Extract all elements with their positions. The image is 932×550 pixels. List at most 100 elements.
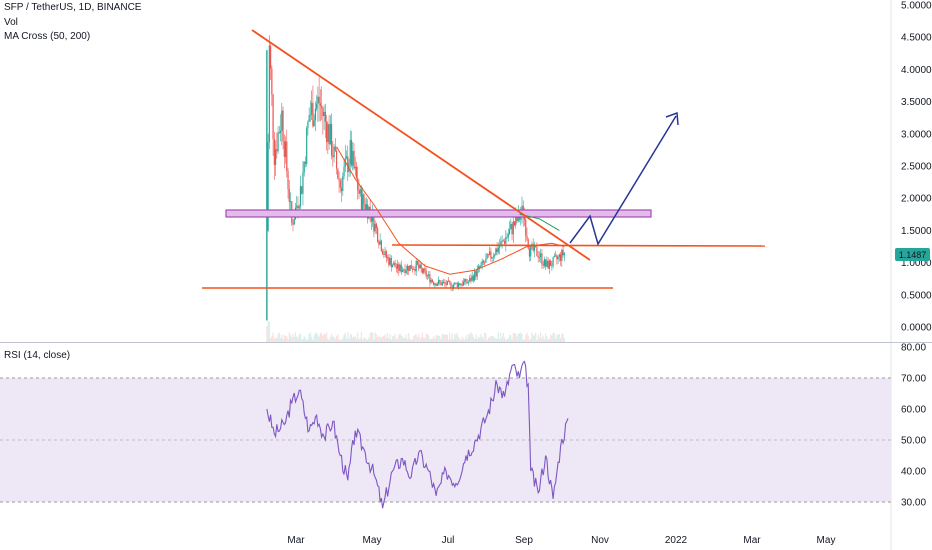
candle-body <box>378 241 380 245</box>
volume-bar <box>480 333 482 342</box>
candle-body <box>516 215 518 222</box>
candle-body <box>511 223 513 235</box>
candle-body <box>498 246 501 248</box>
candle-body <box>332 155 334 158</box>
price-tick-label: 4.5000 <box>901 33 932 44</box>
time-tick-label: Jul <box>442 535 455 546</box>
candle-body <box>319 103 321 106</box>
candle-body <box>414 268 416 272</box>
volume-bar <box>522 339 524 342</box>
candle-body <box>563 252 565 256</box>
volume-bar <box>289 334 292 342</box>
volume-bar <box>425 333 427 342</box>
ma-cross-label: MA Cross (50, 200) <box>4 31 91 42</box>
volume-bar <box>435 335 437 342</box>
candle-body <box>271 68 273 95</box>
volume-bar <box>408 333 410 342</box>
candle-body <box>538 257 541 258</box>
candle-body <box>289 201 292 203</box>
rsi-pane: 80.00 70.00 60.00 50.00 40.00 30.00 <box>0 343 926 509</box>
candle-body <box>555 255 557 257</box>
volume-bar <box>345 338 348 342</box>
projection-path[interactable] <box>569 115 677 246</box>
candle-body <box>561 249 563 261</box>
volume-bar <box>527 335 529 342</box>
volume-bar <box>374 332 376 342</box>
volume-bar <box>447 339 450 342</box>
candle-body <box>309 114 312 116</box>
candle-body <box>343 166 345 177</box>
last-price-text: 1.1487 <box>899 250 927 260</box>
volume-bar <box>375 334 377 342</box>
candle-body <box>532 244 534 251</box>
candle-body <box>362 194 364 211</box>
candle-body <box>537 255 539 258</box>
candle-body <box>487 254 489 255</box>
candle-body <box>461 284 463 286</box>
candle-body <box>360 189 363 211</box>
candle-body <box>322 107 324 116</box>
volume-bar <box>368 337 370 342</box>
price-tick-label: 4.0000 <box>901 65 932 76</box>
volume-bar <box>457 337 460 342</box>
volume-bar <box>558 333 560 342</box>
candle-body <box>486 254 488 259</box>
candle-body <box>536 247 538 256</box>
support-line-upper[interactable] <box>391 244 766 247</box>
candle-body <box>525 219 527 236</box>
volume-bar <box>467 333 470 342</box>
volume-bar <box>475 334 477 342</box>
candle-body <box>283 141 285 157</box>
volume-bar <box>306 339 308 342</box>
candle-body <box>373 211 375 232</box>
candle-body <box>377 228 379 242</box>
volume-bar <box>343 334 345 342</box>
candle-body <box>508 229 511 235</box>
volume-bar <box>563 338 565 342</box>
candle-body <box>267 142 269 231</box>
volume-bar <box>353 336 355 342</box>
candle-body <box>557 256 559 260</box>
time-tick-label: Sep <box>515 535 533 546</box>
resistance-zone[interactable] <box>225 209 652 218</box>
volume-bar <box>301 339 303 342</box>
volume-bar <box>291 337 293 342</box>
candle-body <box>398 264 400 271</box>
volume-bar <box>470 332 472 342</box>
volume-bar <box>359 338 361 342</box>
volume-bar <box>445 334 447 342</box>
volume-bar <box>395 339 397 342</box>
volume-bar <box>492 335 494 342</box>
volume-bar <box>471 333 473 342</box>
candle-body <box>469 277 471 282</box>
candle-body <box>433 281 435 285</box>
volume-bar <box>533 335 536 342</box>
candle-body <box>350 139 353 166</box>
volume-bar <box>307 339 309 342</box>
volume-bar <box>424 338 426 342</box>
candle-body <box>550 260 552 267</box>
volume-bar <box>334 338 336 342</box>
volume-bar <box>400 335 402 342</box>
candle-body <box>269 45 272 69</box>
volume-bar <box>494 337 496 342</box>
volume-bar <box>452 339 455 342</box>
volume-bar <box>297 337 299 342</box>
candle-body <box>358 190 360 194</box>
volume-bar <box>466 338 468 342</box>
candle-body <box>313 120 315 127</box>
volume-bar <box>420 337 422 342</box>
descending-trendline[interactable] <box>251 29 591 261</box>
candle-body <box>297 205 299 209</box>
candle-body <box>484 262 486 264</box>
candle-body <box>497 247 499 253</box>
candle-body <box>268 45 270 143</box>
time-tick-label: May <box>363 535 382 546</box>
volume-bar <box>526 332 528 342</box>
volume-bar <box>319 332 321 342</box>
candle-body <box>298 206 300 209</box>
volume-bar <box>383 335 385 342</box>
volume-bar <box>279 338 282 342</box>
candle-body <box>462 281 465 286</box>
volume-bar <box>405 334 407 342</box>
